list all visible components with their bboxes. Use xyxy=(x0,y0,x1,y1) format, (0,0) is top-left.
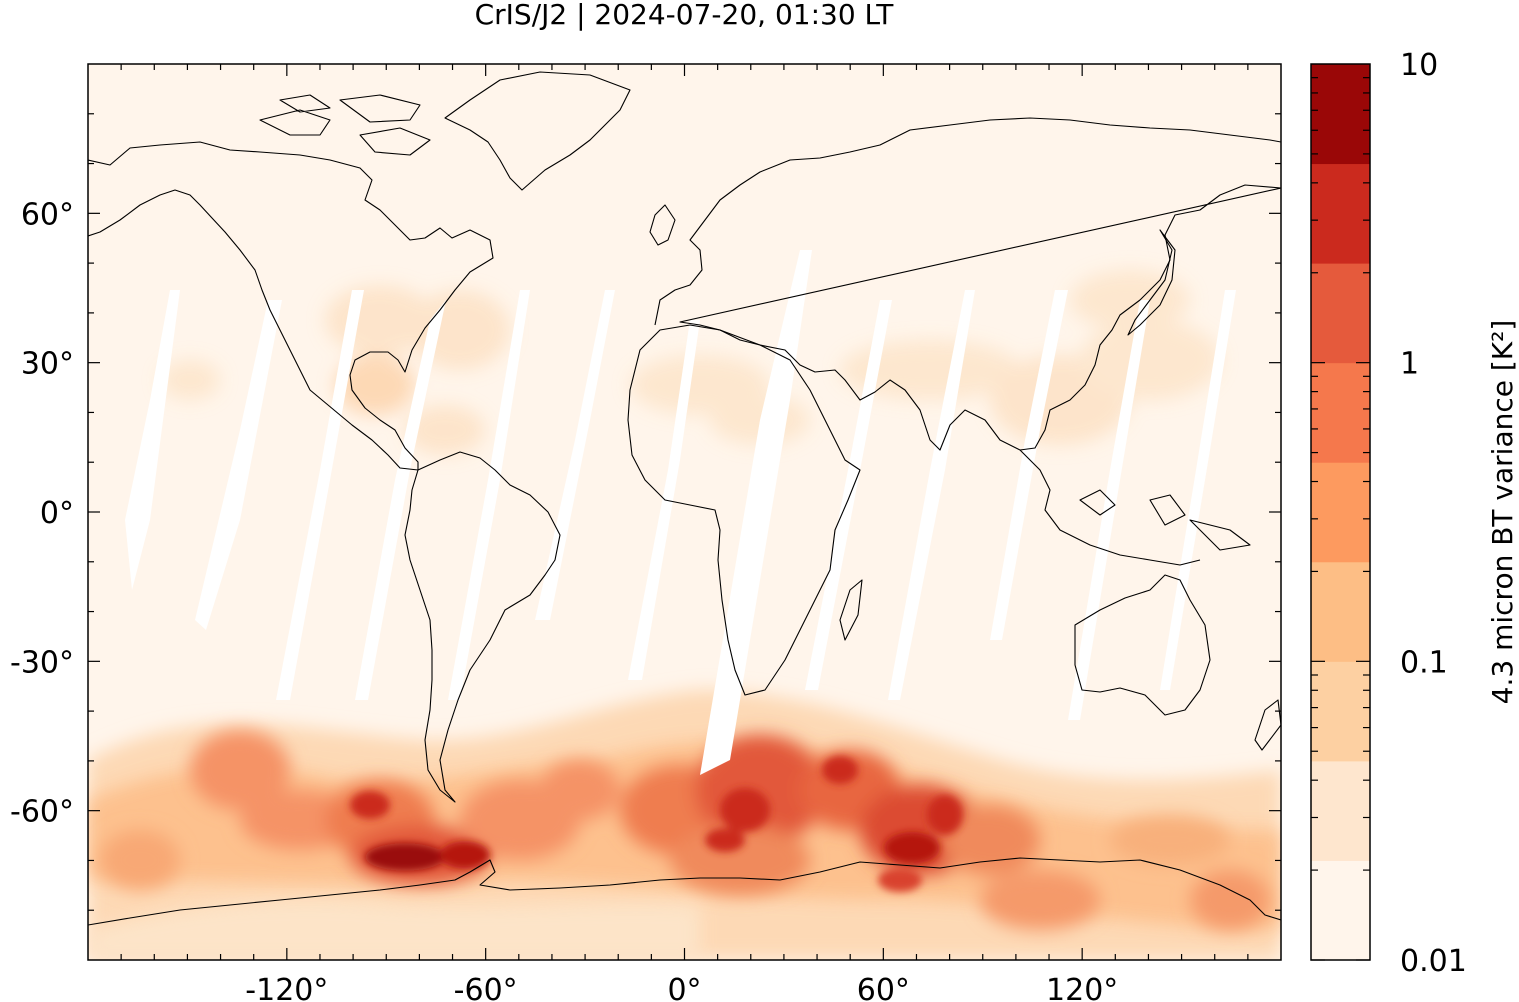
colorbar-band xyxy=(1311,263,1370,364)
coast-new-zealand xyxy=(1254,699,1281,751)
coast-eurasia xyxy=(654,117,1281,451)
x-tick-label: -120° xyxy=(245,973,328,1002)
coast-uk xyxy=(649,204,676,246)
y-tick-label: 60° xyxy=(21,197,74,232)
colorbar-tick-label: 0.01 xyxy=(1400,944,1467,979)
colorbar-tick-labels: 10 1 0.1 0.01 xyxy=(1400,48,1467,979)
colorbar-band xyxy=(1311,860,1370,961)
coast-se-asia xyxy=(1019,449,1251,566)
x-tick-label: 60° xyxy=(857,973,910,1002)
map-title: CrIS/J2 | 2024-07-20, 01:30 LT xyxy=(475,0,895,31)
coast-south-america xyxy=(404,451,561,803)
coastlines xyxy=(88,71,1281,926)
colorbar-bands xyxy=(1311,64,1370,961)
y-tick-label: -30° xyxy=(10,645,74,680)
coast-north-america xyxy=(88,141,494,471)
colorbar-tick-label: 1 xyxy=(1400,347,1419,382)
colorbar-band xyxy=(1311,362,1370,463)
x-tick-label: 0° xyxy=(667,973,701,1002)
coast-greenland xyxy=(444,71,631,191)
coast-madagascar xyxy=(839,579,863,641)
colorbar-band xyxy=(1311,760,1370,861)
x-tick-label: -60° xyxy=(454,973,518,1002)
colorbar-frame xyxy=(1310,63,1371,961)
coast-australia xyxy=(1074,574,1211,716)
coast-japan xyxy=(1127,229,1176,336)
coast-antarctica xyxy=(88,857,1281,926)
map-panel xyxy=(87,63,1282,961)
colorbar-tick-label: 10 xyxy=(1400,48,1438,83)
colorbar: 10 1 0.1 0.01 4.3 micron BT variance [K²] xyxy=(1310,48,1519,979)
x-axis-labels: -120° -60° 0° 60° 120° xyxy=(245,973,1118,1002)
colorbar-band xyxy=(1311,561,1370,662)
colorbar-band xyxy=(1311,64,1370,165)
colorbar-ticks xyxy=(1311,77,1370,961)
low-variance-patches xyxy=(160,270,1220,455)
y-tick-label: 30° xyxy=(21,347,74,382)
y-axis-labels: 60° 30° 0° -30° -60° xyxy=(10,197,74,829)
colorbar-band xyxy=(1311,462,1370,563)
y-tick-label: 0° xyxy=(40,496,74,531)
orbit-gaps xyxy=(125,250,1236,775)
colorbar-band xyxy=(1311,163,1370,264)
colorbar-band xyxy=(1311,661,1370,762)
coast-africa xyxy=(627,324,861,696)
map-ticks xyxy=(88,64,1281,960)
y-tick-label: -60° xyxy=(10,795,74,830)
colorbar-tick-label: 0.1 xyxy=(1400,645,1448,680)
x-tick-label: 120° xyxy=(1046,973,1118,1002)
colorbar-label: 4.3 micron BT variance [K²] xyxy=(1486,320,1519,705)
coast-arctic-islands xyxy=(259,94,431,156)
